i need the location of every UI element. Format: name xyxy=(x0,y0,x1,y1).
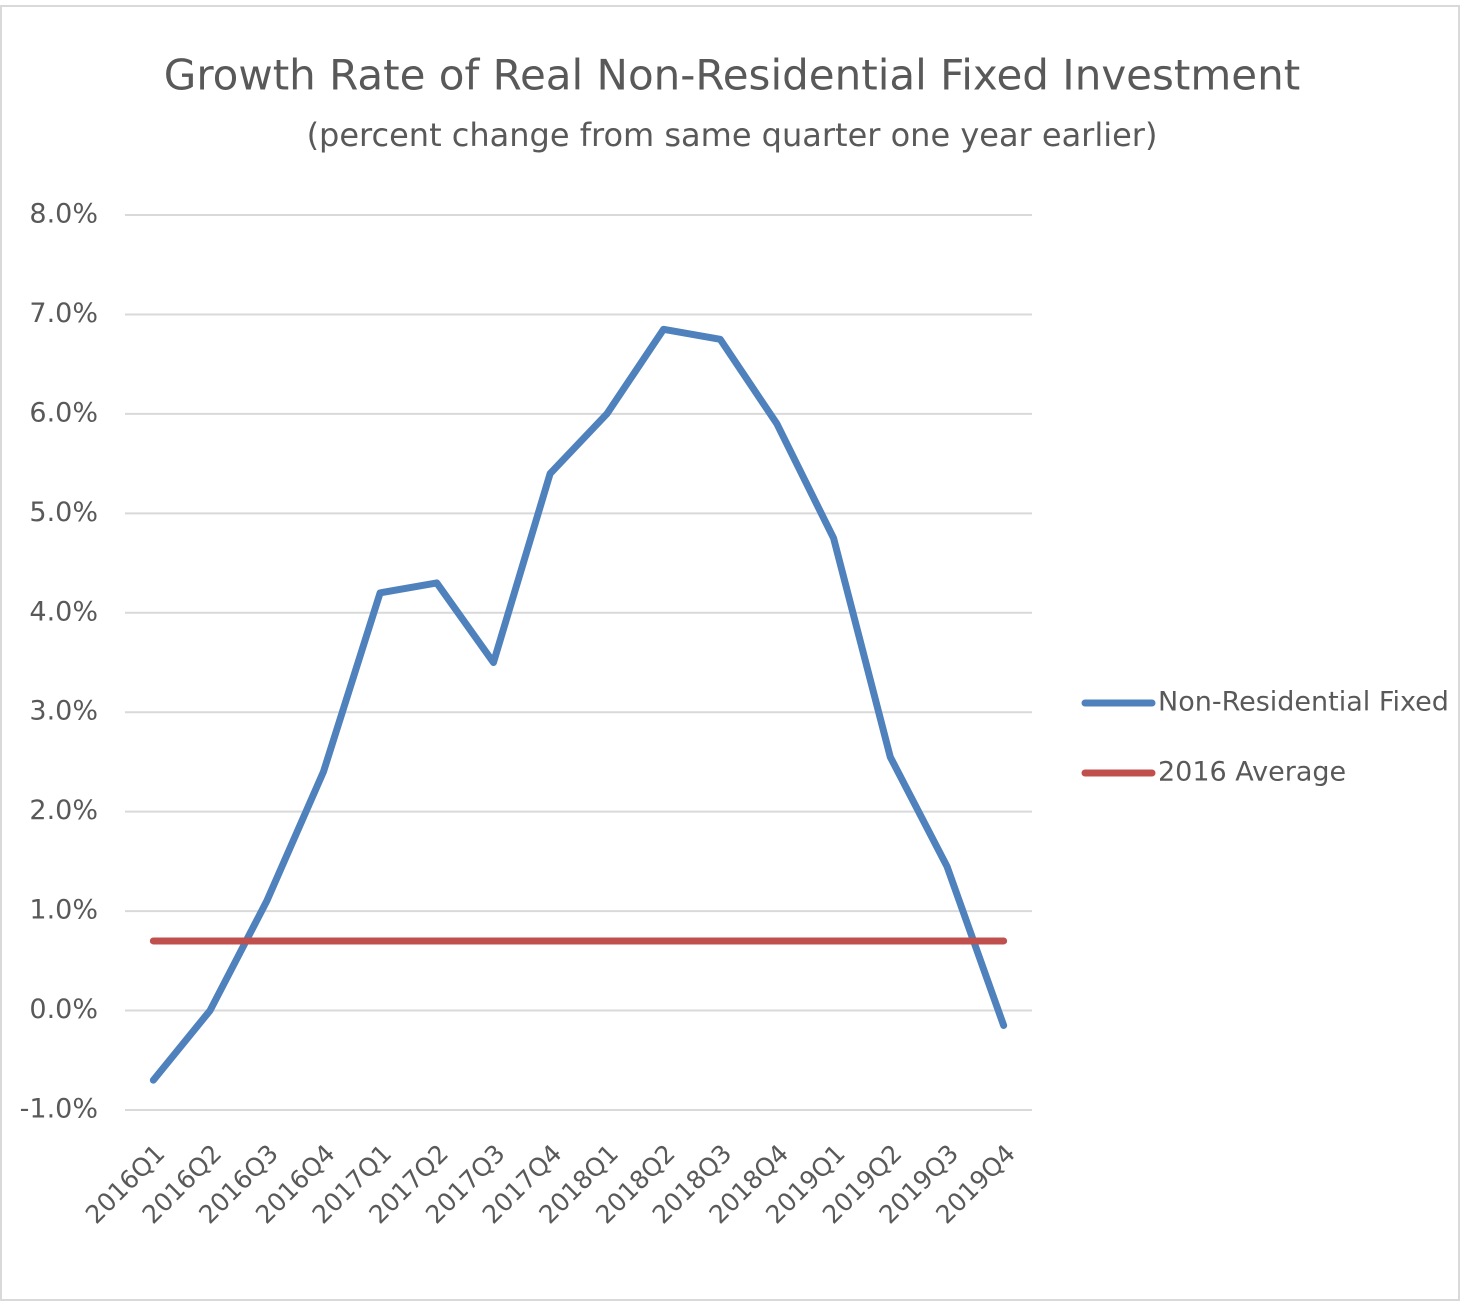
series-line xyxy=(149,325,1008,1084)
y-tick-label: 1.0% xyxy=(29,895,98,926)
chart-title: Growth Rate of Real Non-Residential Fixe… xyxy=(164,51,1300,100)
y-tick-label: 5.0% xyxy=(29,497,98,528)
legend-label: Non-Residential Fixed xyxy=(1158,687,1449,718)
chart-border xyxy=(0,5,1460,1301)
y-tick-label: 0.0% xyxy=(29,994,98,1025)
y-tick-label: 2.0% xyxy=(29,795,98,826)
y-tick-label: -1.0% xyxy=(20,1094,98,1125)
y-tick-label: 3.0% xyxy=(29,696,98,727)
y-tick-label: 6.0% xyxy=(29,397,98,428)
legend-label: 2016 Average xyxy=(1158,757,1346,788)
y-tick-label: 7.0% xyxy=(29,298,98,329)
y-tick-label: 4.0% xyxy=(29,596,98,627)
y-tick-label: 8.0% xyxy=(29,199,98,230)
chart-subtitle: (percent change from same quarter one ye… xyxy=(307,116,1158,154)
